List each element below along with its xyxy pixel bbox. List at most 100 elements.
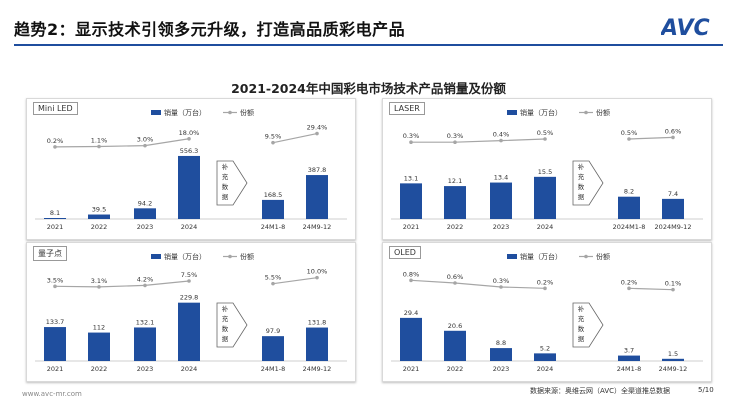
- chart-panel-qd: 量子点 销量（万台） 份额 133.7 2021 3.5% 112 2022 3.1% 132.…: [26, 242, 356, 382]
- bar-value-label: 13.1: [404, 174, 418, 182]
- supplement-char: 据: [578, 192, 585, 201]
- bar: [490, 348, 512, 361]
- legend-line-marker: [228, 254, 232, 259]
- chart-subtitle: 2021-2024年中国彩电市场技术产品销量及份额: [231, 81, 506, 96]
- share-label: 0.2%: [537, 278, 554, 286]
- bar: [662, 358, 684, 361]
- share-point: [671, 287, 675, 292]
- bar-value-label: 13.4: [494, 174, 508, 182]
- share-point: [53, 145, 57, 149]
- bar-value-label: 112: [93, 324, 105, 332]
- x-tick-label: 2024: [537, 223, 554, 231]
- x-tick-label: 2022: [91, 223, 108, 231]
- chart-panel-oled: OLED 销量（万台） 份额 29.4 2021 0.8% 20.6 2022 0.6% 8.8…: [382, 242, 712, 382]
- bar-value-label: 94.2: [138, 199, 152, 207]
- share-line: [54, 280, 190, 288]
- bar-value-label: 3.7: [624, 347, 634, 355]
- x-tick-label: 2024M1-8: [613, 223, 646, 231]
- bar: [534, 353, 556, 361]
- x-tick-label: 2021: [403, 365, 420, 373]
- share-point: [315, 275, 319, 280]
- page-number: 5/10: [698, 386, 714, 394]
- supplement-char: 数: [578, 324, 585, 333]
- bar-value-label: 556.3: [180, 147, 199, 155]
- bar-value-label: 39.5: [92, 206, 106, 214]
- bar-value-label: 8.2: [624, 188, 634, 196]
- bar-value-label: 97.9: [266, 327, 280, 335]
- logo-text: AVC: [661, 16, 710, 40]
- bar: [134, 327, 156, 361]
- bar: [262, 199, 284, 219]
- x-tick-label: 2021: [47, 365, 64, 373]
- share-label: 0.4%: [493, 131, 510, 139]
- share-label: 18.0%: [179, 129, 200, 137]
- share-label: 0.3%: [403, 132, 420, 140]
- x-tick-label: 2024: [181, 223, 198, 231]
- bar: [44, 327, 66, 361]
- share-line: [272, 132, 318, 144]
- bar: [662, 198, 684, 219]
- share-line: [628, 287, 674, 291]
- page-title: 趋势2：显示技术引领多元升级，打造高品质彩电产品: [14, 20, 406, 39]
- bar-value-label: 133.7: [46, 318, 65, 326]
- chart-panel-miniled: Mini LED 销量（万台） 份额 8.1 2021 0.2% 39.5 2022 1.1%…: [26, 98, 356, 240]
- legend-bar-swatch: [151, 110, 161, 115]
- bar: [400, 317, 422, 361]
- x-tick-label: 2023: [493, 223, 510, 231]
- supplement-char: 充: [222, 314, 229, 323]
- bar-value-label: 7.4: [668, 190, 678, 198]
- bar-value-label: 1.5: [668, 350, 678, 358]
- share-label: 0.2%: [621, 278, 638, 286]
- arrow-shape: [572, 160, 604, 206]
- x-tick-label: 24M1-8: [261, 223, 286, 231]
- x-tick-label: 24M9-12: [303, 223, 332, 231]
- share-label: 4.2%: [137, 275, 154, 283]
- x-tick-label: 2023: [137, 365, 154, 373]
- header-divider: [14, 44, 723, 46]
- legend-bar-swatch: [151, 254, 161, 259]
- share-point: [499, 285, 503, 289]
- supplement-char: 数: [578, 182, 585, 191]
- supplement-char: 补: [222, 162, 229, 171]
- legend: 销量（万台） 份额: [507, 252, 610, 261]
- arrow-shape: [216, 160, 248, 206]
- legend-bar-label: 销量（万台）: [520, 252, 562, 261]
- share-point: [143, 283, 147, 288]
- share-label: 0.6%: [665, 127, 682, 135]
- legend: 销量（万台） 份额: [151, 252, 254, 261]
- x-tick-label: 2024: [181, 365, 198, 373]
- share-point: [543, 286, 547, 291]
- supplement-char: 补: [578, 162, 585, 171]
- bar-value-label: 5.2: [540, 344, 550, 352]
- bar-value-label: 15.5: [538, 168, 552, 176]
- share-point: [543, 137, 547, 141]
- legend: 销量（万台） 份额: [507, 108, 610, 117]
- share-label: 0.3%: [447, 132, 464, 140]
- supplement-char: 据: [578, 334, 585, 343]
- legend-line-marker: [228, 110, 232, 115]
- bar-value-label: 29.4: [404, 309, 418, 317]
- x-tick-label: 2022: [91, 365, 108, 373]
- legend-line-label: 份额: [596, 108, 610, 117]
- bar: [444, 330, 466, 361]
- bar: [618, 355, 640, 361]
- legend-line-label: 份额: [240, 252, 254, 261]
- share-point: [315, 131, 319, 136]
- bar-value-label: 229.8: [180, 294, 199, 302]
- legend-bar-swatch: [507, 254, 517, 259]
- share-line: [272, 277, 318, 285]
- share-point: [453, 140, 457, 144]
- legend-line-label: 份额: [240, 108, 254, 117]
- bar: [400, 183, 422, 219]
- bar: [44, 218, 66, 219]
- bar: [444, 186, 466, 219]
- supplement-char: 补: [222, 304, 229, 313]
- share-point: [453, 281, 457, 285]
- share-label: 5.5%: [265, 274, 282, 282]
- bar: [88, 214, 110, 219]
- share-point: [187, 279, 191, 283]
- legend-bar-label: 销量（万台）: [520, 108, 562, 117]
